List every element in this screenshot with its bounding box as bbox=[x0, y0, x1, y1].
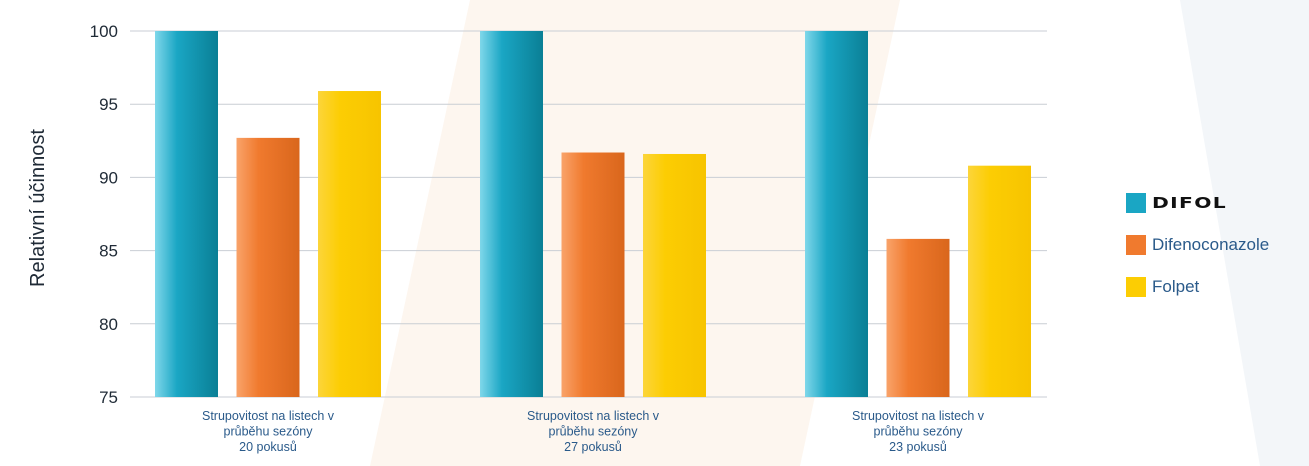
y-tick-label: 75 bbox=[99, 388, 118, 407]
y-tick-label: 85 bbox=[99, 242, 118, 261]
bar-folpet-group-2 bbox=[643, 153, 706, 397]
bar-difenoconazole-group-3 bbox=[886, 238, 950, 397]
y-tick-label: 100 bbox=[90, 22, 118, 41]
bar-difol-group-3 bbox=[805, 31, 868, 397]
category-label: Strupovitost na listech v bbox=[202, 409, 335, 423]
difol-logo: DIFOL bbox=[1152, 194, 1228, 212]
y-axis-label: Relativní účinnost bbox=[27, 129, 49, 287]
y-tick-label: 95 bbox=[99, 95, 118, 114]
bar-folpet-group-1 bbox=[318, 91, 381, 398]
bar-difol-group-2 bbox=[480, 31, 543, 397]
legend-swatch bbox=[1126, 235, 1146, 255]
category-label: 20 pokusů bbox=[239, 440, 297, 454]
category-label: 23 pokusů bbox=[889, 440, 947, 454]
y-tick-label: 90 bbox=[99, 168, 118, 187]
legend-label: Folpet bbox=[1152, 277, 1200, 296]
category-label: průběhu sezóny bbox=[224, 425, 314, 439]
legend-item-difol: DIFOL bbox=[1126, 192, 1269, 214]
legend: DIFOL Difenoconazole Folpet bbox=[1126, 192, 1269, 318]
bar-difol-group-1 bbox=[155, 31, 218, 397]
y-axis-ticks: 75 80 85 90 95 100 bbox=[90, 22, 118, 407]
category-label: průběhu sezóny bbox=[874, 425, 964, 439]
bar-folpet-group-3 bbox=[968, 165, 1031, 397]
bar-difenoconazole-group-2 bbox=[561, 152, 625, 397]
legend-label: Difenoconazole bbox=[1152, 235, 1270, 254]
legend-swatch bbox=[1126, 193, 1146, 213]
legend-item-difenoconazole: Difenoconazole bbox=[1126, 234, 1269, 256]
category-label: Strupovitost na listech v bbox=[852, 409, 985, 423]
category-label: 27 pokusů bbox=[564, 440, 622, 454]
y-tick-label: 80 bbox=[99, 315, 118, 334]
bars bbox=[155, 31, 1031, 398]
bar-difenoconazole-group-1 bbox=[236, 137, 300, 397]
category-label: Strupovitost na listech v bbox=[527, 409, 660, 423]
category-label: průběhu sezóny bbox=[549, 425, 639, 439]
legend-item-folpet: Folpet bbox=[1126, 276, 1269, 298]
legend-swatch bbox=[1126, 277, 1146, 297]
